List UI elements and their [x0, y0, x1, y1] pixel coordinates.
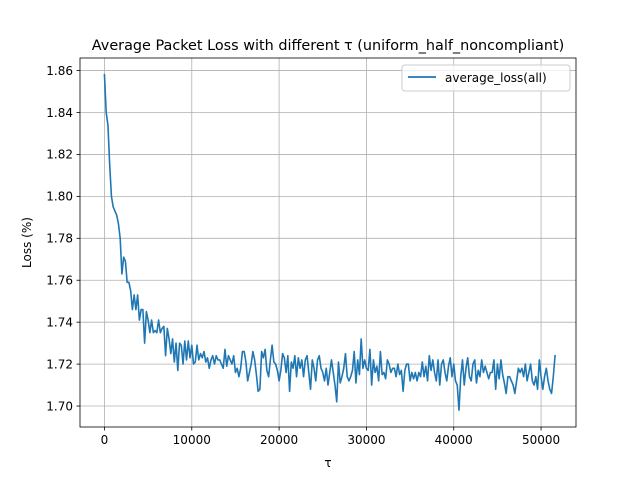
y-tick-label: 1.80 — [46, 190, 73, 204]
y-axis-ticks: 1.70 1.72 1.74 1.76 1.78 1.80 1.82 1.84 1.86 — [46, 64, 80, 413]
x-axis-ticks: 0 10000 20000 30000 40000 50000 — [101, 427, 560, 447]
x-tick-label: 0 — [101, 433, 109, 447]
x-tick-label: 50000 — [522, 433, 560, 447]
y-tick-label: 1.82 — [46, 148, 73, 162]
y-tick-label: 1.74 — [46, 315, 73, 329]
x-tick-label: 20000 — [260, 433, 298, 447]
grid-lines — [80, 58, 576, 427]
x-axis-label: τ — [324, 456, 331, 470]
legend-box — [401, 64, 571, 92]
y-tick-label: 1.86 — [46, 64, 73, 78]
legend-entry-label: average_loss(all) — [445, 71, 547, 85]
series-line — [103, 73, 556, 412]
y-axis-label: Loss (%) — [20, 217, 34, 268]
series-lines — [103, 73, 556, 412]
x-tick-label: 10000 — [173, 433, 211, 447]
legend: average_loss(all) — [401, 64, 571, 92]
x-tick-label: 30000 — [347, 433, 385, 447]
y-tick-label: 1.70 — [46, 399, 73, 413]
y-tick-label: 1.72 — [46, 357, 73, 371]
plot-frame — [79, 57, 577, 428]
x-tick-label: 40000 — [435, 433, 473, 447]
y-tick-label: 1.78 — [46, 232, 73, 246]
y-tick-label: 1.76 — [46, 274, 73, 288]
chart-title: Average Packet Loss with different τ (un… — [92, 38, 564, 54]
y-tick-label: 1.84 — [46, 106, 73, 120]
